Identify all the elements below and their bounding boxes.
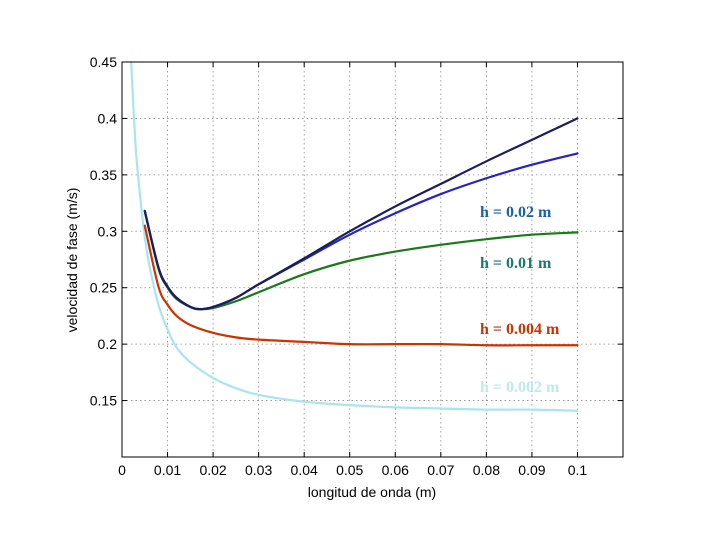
x-tick-label: 0.09: [518, 462, 545, 478]
x-tick-label: 0.01: [154, 462, 181, 478]
series-line-h-0.002: [130, 60, 579, 412]
x-tick-label: 0.04: [291, 462, 318, 478]
y-tick-label: 0.15: [90, 393, 117, 409]
x-tick-label: 0.08: [473, 462, 500, 478]
y-tick-label: 0.4: [98, 110, 118, 126]
x-tick-label: 0.06: [382, 462, 409, 478]
y-tick-label: 0.25: [90, 280, 117, 296]
x-tick-label: 0.07: [427, 462, 454, 478]
x-tick-label: 0.05: [336, 462, 363, 478]
x-tick-label: 0.1: [568, 462, 588, 478]
y-tick-label: 0.2: [98, 336, 118, 352]
y-axis-label: velocidad de fase (m/s): [64, 188, 80, 333]
x-tick-label: 0: [118, 462, 126, 478]
series-label-h-0.004: h = 0.004 m: [480, 321, 560, 338]
x-axis-ticks: 0 0.01 0.02 0.03 0.04 0.05 0.06 0.07 0.08 0.09 0.1: [118, 62, 587, 478]
plot-frame: [121, 61, 624, 458]
x-tick-label: 0.03: [245, 462, 272, 478]
y-tick-label: 0.3: [98, 223, 118, 239]
series-lines: [130, 60, 579, 412]
series-line-deep-water: [143, 117, 579, 311]
series-label-h-0.01: h = 0.01 m: [480, 255, 552, 272]
series-label-h-0.02: h = 0.02 m: [480, 204, 552, 221]
x-axis-label: longitud de onda (m): [308, 484, 436, 500]
y-tick-label: 0.45: [90, 54, 117, 70]
series-line-h-0.004: [143, 224, 579, 347]
series-labels: h = 0.02 m h = 0.01 m h = 0.004 m h = 0.002…: [480, 204, 560, 396]
series-label-h-0.002: h = 0.002 m: [480, 379, 560, 396]
y-tick-label: 0.35: [90, 167, 117, 183]
x-tick-label: 0.02: [199, 462, 226, 478]
y-axis-ticks: 0.15 0.2 0.25 0.3 0.35 0.4 0.45: [90, 54, 623, 409]
grid: [122, 62, 623, 457]
